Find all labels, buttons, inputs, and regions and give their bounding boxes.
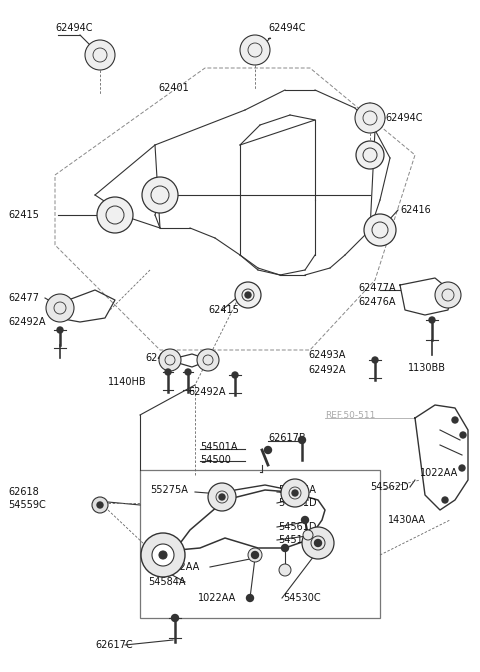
Text: 62494C: 62494C: [55, 23, 93, 33]
Circle shape: [159, 349, 181, 371]
Text: 62494C: 62494C: [268, 23, 305, 33]
Text: 62493A: 62493A: [308, 350, 346, 360]
Circle shape: [208, 483, 236, 511]
Circle shape: [141, 533, 185, 577]
Text: 54519B: 54519B: [278, 535, 316, 545]
Text: 1140HB: 1140HB: [108, 377, 146, 387]
Circle shape: [219, 494, 225, 500]
Circle shape: [459, 465, 465, 471]
Circle shape: [355, 103, 385, 133]
Text: 62476: 62476: [145, 353, 176, 363]
Text: 62492A: 62492A: [308, 365, 346, 375]
Text: 62617B: 62617B: [268, 433, 306, 443]
Text: 54584A: 54584A: [148, 577, 185, 587]
Circle shape: [264, 446, 272, 454]
Circle shape: [142, 177, 178, 213]
Text: 62492A: 62492A: [8, 317, 46, 327]
Text: 62494C: 62494C: [385, 113, 422, 123]
Text: 62477: 62477: [8, 293, 39, 303]
Circle shape: [452, 417, 458, 423]
Text: 55275A: 55275A: [150, 485, 188, 495]
Text: 62492A: 62492A: [188, 387, 226, 397]
Circle shape: [57, 327, 63, 333]
Text: 62617C: 62617C: [95, 640, 132, 650]
Text: 1022AA: 1022AA: [420, 468, 458, 478]
Circle shape: [97, 502, 103, 508]
Circle shape: [152, 544, 174, 566]
Circle shape: [247, 595, 253, 601]
Circle shape: [303, 530, 313, 540]
Text: 62476A: 62476A: [358, 297, 396, 307]
Circle shape: [171, 614, 179, 622]
Circle shape: [435, 282, 461, 308]
Circle shape: [279, 564, 291, 576]
Circle shape: [97, 197, 133, 233]
Text: 62477A: 62477A: [358, 283, 396, 293]
Circle shape: [281, 479, 309, 507]
Circle shape: [302, 527, 334, 559]
Text: REF.50-511: REF.50-511: [325, 411, 375, 419]
Circle shape: [165, 369, 171, 375]
Circle shape: [235, 282, 261, 308]
Bar: [140, 470, 380, 618]
Circle shape: [442, 497, 448, 503]
Circle shape: [429, 317, 435, 323]
Circle shape: [85, 40, 115, 70]
Circle shape: [245, 292, 251, 298]
Circle shape: [460, 432, 466, 438]
Text: 62416: 62416: [400, 205, 431, 215]
Circle shape: [356, 141, 384, 169]
Circle shape: [248, 548, 262, 562]
Circle shape: [240, 35, 270, 65]
Text: 54500: 54500: [200, 455, 231, 465]
Text: 62415: 62415: [208, 305, 239, 315]
Circle shape: [46, 294, 74, 322]
Circle shape: [364, 214, 396, 246]
Text: 1022AA: 1022AA: [162, 562, 200, 572]
Circle shape: [92, 497, 108, 513]
Text: 62401: 62401: [158, 83, 189, 93]
Text: 54559C: 54559C: [8, 500, 46, 510]
Circle shape: [299, 437, 305, 444]
Text: 54501A: 54501A: [200, 442, 238, 452]
Text: 62618: 62618: [8, 487, 39, 497]
Circle shape: [372, 357, 378, 363]
Circle shape: [314, 540, 322, 546]
Text: 55275A: 55275A: [278, 485, 316, 495]
Circle shape: [185, 369, 191, 375]
Circle shape: [292, 490, 298, 496]
Text: 1130BB: 1130BB: [408, 363, 446, 373]
Text: 54562D: 54562D: [370, 482, 408, 492]
Text: 54561D: 54561D: [278, 522, 316, 532]
Text: 62415: 62415: [8, 210, 39, 220]
Circle shape: [197, 349, 219, 371]
Text: 1022AA: 1022AA: [198, 593, 236, 603]
Text: 54551D: 54551D: [278, 498, 317, 508]
Circle shape: [159, 551, 167, 559]
Circle shape: [301, 517, 309, 523]
Circle shape: [281, 544, 288, 552]
Circle shape: [232, 372, 238, 378]
Text: 1430AA: 1430AA: [388, 515, 426, 525]
Text: 54530C: 54530C: [283, 593, 321, 603]
Circle shape: [252, 552, 259, 558]
